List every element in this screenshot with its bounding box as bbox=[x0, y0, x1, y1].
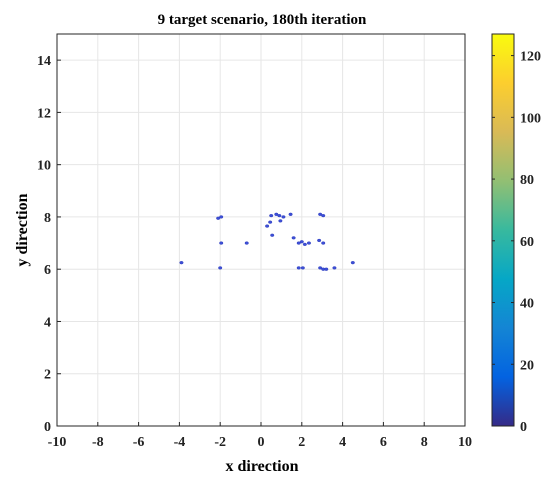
data-point bbox=[219, 215, 224, 219]
data-point bbox=[265, 224, 270, 228]
data-point bbox=[277, 214, 282, 218]
x-tick-label: -2 bbox=[214, 435, 226, 450]
data-point bbox=[288, 212, 293, 216]
data-point bbox=[281, 215, 286, 219]
data-point bbox=[179, 261, 184, 265]
x-tick-label: 10 bbox=[458, 435, 472, 450]
y-tick-label: 4 bbox=[44, 315, 51, 330]
data-point bbox=[306, 241, 311, 245]
x-tick-label: -6 bbox=[133, 435, 145, 450]
x-tick-label: -8 bbox=[92, 435, 104, 450]
colorbar-tick-label: 100 bbox=[520, 111, 541, 126]
data-point bbox=[302, 242, 307, 246]
y-tick-label: 6 bbox=[44, 263, 51, 278]
y-axis-ticks: 0 2 4 6 8 10 12 14 bbox=[37, 54, 61, 435]
plot-area: -10 -8 -6 -4 -2 0 2 4 6 8 10 0 2 4 6 8 10 12 14 bbox=[37, 33, 472, 450]
data-point bbox=[321, 241, 326, 245]
y-tick-label: 14 bbox=[37, 54, 51, 69]
data-point bbox=[278, 219, 283, 223]
data-point bbox=[244, 241, 249, 245]
data-point bbox=[218, 266, 223, 270]
data-point bbox=[300, 266, 305, 270]
data-point bbox=[270, 233, 275, 237]
y-tick-label: 2 bbox=[44, 368, 51, 383]
y-axis-label: y direction bbox=[14, 193, 31, 266]
x-tick-label: 2 bbox=[298, 435, 305, 450]
colorbar-tick-label: 40 bbox=[520, 297, 534, 312]
x-axis-label: x direction bbox=[225, 458, 298, 475]
x-axis-ticks: -10 -8 -6 -4 -2 0 2 4 6 8 10 bbox=[48, 422, 472, 450]
x-tick-label: -10 bbox=[48, 435, 67, 450]
colorbar-tick-label: 20 bbox=[520, 358, 534, 373]
y-tick-label: 12 bbox=[37, 106, 51, 121]
colorbar-tick-label: 80 bbox=[520, 173, 534, 188]
x-tick-label: 8 bbox=[421, 435, 428, 450]
data-point bbox=[350, 261, 355, 265]
data-point bbox=[269, 214, 274, 218]
data-point bbox=[299, 240, 304, 244]
colorbar-tick-label: 60 bbox=[520, 235, 534, 250]
y-tick-label: 10 bbox=[37, 159, 51, 174]
colorbar-gradient bbox=[491, 33, 515, 427]
y-tick-label: 0 bbox=[44, 420, 51, 435]
data-points bbox=[179, 212, 355, 271]
x-tick-label: 0 bbox=[258, 435, 265, 450]
x-tick-label: 4 bbox=[339, 435, 346, 450]
chart-title: 9 target scenario, 180th iteration bbox=[158, 12, 367, 28]
data-point bbox=[219, 241, 224, 245]
colorbar-tick-label: 120 bbox=[520, 50, 541, 65]
data-point bbox=[296, 266, 301, 270]
x-tick-label: 6 bbox=[380, 435, 387, 450]
data-point bbox=[321, 214, 326, 218]
y-tick-label: 8 bbox=[44, 211, 51, 226]
data-point bbox=[291, 236, 296, 240]
x-tick-label: -4 bbox=[174, 435, 186, 450]
grid bbox=[57, 34, 465, 426]
data-point bbox=[268, 220, 273, 224]
colorbar: 0 20 40 60 80 100 120 bbox=[491, 33, 541, 435]
colorbar-tick-label: 0 bbox=[520, 420, 527, 435]
data-point bbox=[317, 238, 322, 243]
data-point bbox=[332, 266, 337, 270]
data-point bbox=[324, 267, 329, 271]
colorbar-ticks: 0 20 40 60 80 100 120 bbox=[492, 50, 541, 435]
